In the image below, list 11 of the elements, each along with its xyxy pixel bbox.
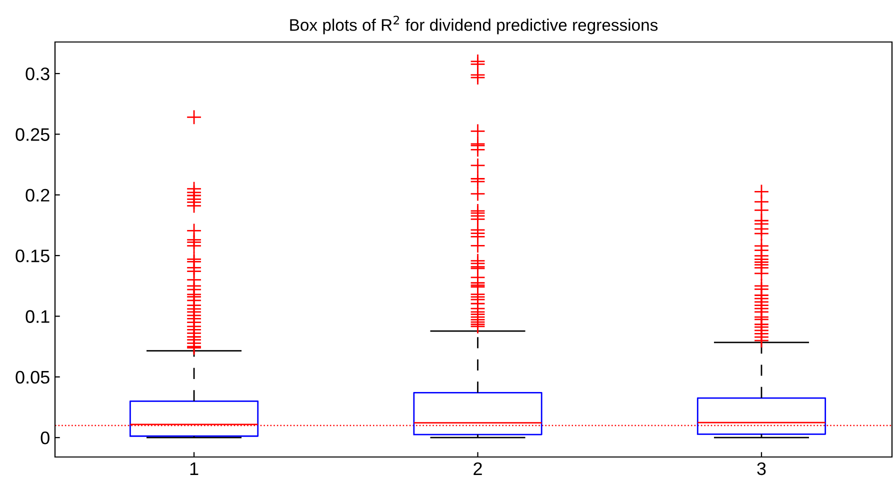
x-tick-label: 3: [757, 462, 766, 476]
y-tick-label: 0.05: [16, 370, 50, 384]
x-tick-label: 2: [474, 462, 482, 475]
y-tick-label: 0.2: [26, 188, 50, 202]
y-tick-label: 0.25: [16, 128, 50, 141]
x-tick-label: 1: [190, 462, 198, 475]
y-tick-label: 0: [40, 432, 50, 444]
y-tick-label: 0.3: [26, 67, 50, 80]
y-tick-label: 0.1: [26, 310, 50, 323]
chart-title: Box plots of R$^{2}$ for dividend predictive regressions: [290, 16, 658, 34]
y-tick-label: 0.15: [16, 250, 50, 262]
